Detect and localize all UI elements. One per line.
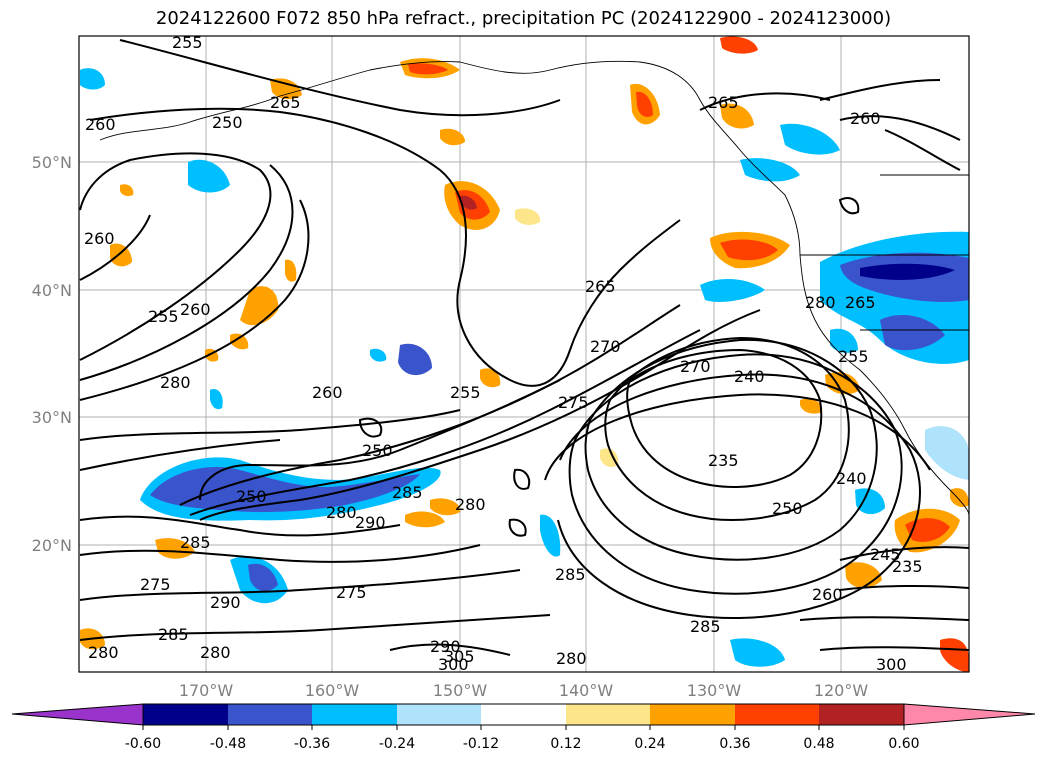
contour-label: 285 [690, 617, 721, 636]
colorbar-extend-min [11, 703, 144, 726]
colorbar-tick-label: 0.24 [634, 736, 665, 752]
contour-label: 255 [838, 347, 869, 366]
contour-label: 290 [430, 637, 461, 656]
contour-label: 250 [236, 487, 267, 506]
contour-label: 285 [555, 565, 586, 584]
contour-label: 245 [870, 545, 901, 564]
contour-label: 250 [362, 441, 393, 460]
colorbar-tick-label: -0.48 [210, 736, 246, 752]
contour-label: 250 [772, 499, 803, 518]
contour-label: 280 [455, 495, 486, 514]
latitude-labels: 50°N 40°N 30°N 20°N [32, 153, 72, 555]
precip-shading [80, 36, 969, 672]
contour-label: 280 [556, 649, 587, 668]
contour-label: 275 [140, 575, 171, 594]
negative-band-core [150, 467, 420, 513]
contour-label: 280 [805, 293, 836, 312]
contour-label: 300 [438, 655, 469, 674]
contour-label: 250 [212, 113, 243, 132]
contour-label: 260 [84, 229, 115, 248]
contour-label: 290 [210, 593, 241, 612]
contour-label: 260 [312, 383, 343, 402]
contour-label: 260 [812, 585, 843, 604]
lon-label-150w: 150°W [433, 681, 488, 700]
lat-label-30n: 30°N [32, 408, 72, 427]
colorbar-segment [481, 704, 566, 725]
contour-label: 300 [876, 655, 907, 674]
contour-label: 275 [336, 583, 367, 602]
contour-label: 270 [590, 337, 621, 356]
colorbar-segment [566, 704, 650, 725]
colorbar-segment [650, 704, 735, 725]
lon-label-120w: 120°W [814, 681, 869, 700]
contour-label: 235 [892, 557, 923, 576]
colorbar-tick-label: 0.36 [719, 736, 750, 752]
contour-label: 260 [180, 300, 211, 319]
longitude-labels: 170°W 160°W 150°W 140°W 130°W 120°W [179, 681, 869, 700]
lat-label-50n: 50°N [32, 153, 72, 172]
colorbar-tick-label: 0.12 [550, 736, 581, 752]
contour-label: 240 [836, 469, 867, 488]
contour-label: 285 [392, 483, 423, 502]
contour-label: 290 [355, 513, 386, 532]
negative-us-deep [860, 263, 955, 280]
lat-label-40n: 40°N [32, 281, 72, 300]
lon-label-160w: 160°W [305, 681, 360, 700]
colorbar-segment [228, 704, 312, 725]
colorbar-segment [819, 704, 904, 725]
lon-label-130w: 130°W [687, 681, 742, 700]
contour-label: 285 [158, 625, 189, 644]
colorbar-segment [397, 704, 481, 725]
contour-label: 280 [326, 503, 357, 522]
colorbar-tick-label: 0.48 [803, 736, 834, 752]
contour-label: 285 [180, 533, 211, 552]
colorbar-tick-label: -0.12 [463, 736, 499, 752]
lon-label-140w: 140°W [559, 681, 614, 700]
colorbar-tick-label: 0.60 [888, 736, 919, 752]
colorbar-tick-label: -0.36 [294, 736, 330, 752]
colorbar-tick-label: -0.24 [379, 736, 415, 752]
contour-label: 260 [850, 109, 881, 128]
chart-title: 2024122600 F072 850 hPa refract., precip… [155, 8, 892, 29]
colorbar-segment [143, 704, 228, 725]
contour-label: 265 [585, 277, 616, 296]
contour-label: 270 [680, 357, 711, 376]
contour-label: 265 [270, 93, 301, 112]
map-frame [78, 35, 970, 673]
contour-label: 280 [88, 643, 119, 662]
colorbar-extend-max [903, 703, 1036, 726]
colorbar-tick-label: -0.60 [125, 736, 161, 752]
contour-label: 255 [172, 33, 203, 52]
contour-label: 280 [200, 643, 231, 662]
contour-label: 255 [450, 383, 481, 402]
contour-label: 255 [148, 307, 179, 326]
contour-label: 280 [160, 373, 191, 392]
colorbar-segment [312, 704, 397, 725]
contour-label: 260 [85, 115, 116, 134]
contour-label: 305 [444, 647, 475, 666]
lat-label-20n: 20°N [32, 536, 72, 555]
contour-label: 275 [558, 393, 589, 412]
lon-label-170w: 170°W [179, 681, 234, 700]
contour-label: 240 [734, 367, 765, 386]
contour-label: 265 [708, 93, 739, 112]
graticule [79, 36, 969, 672]
contour-labels: 255 265 250 260 260 260 255 280 260 260 … [84, 33, 923, 674]
refractivity-contours [79, 39, 969, 656]
colorbar: -0.60 -0.48 -0.36 -0.24 -0.12 0.12 0.24 … [11, 703, 1036, 752]
contour-label: 265 [845, 293, 876, 312]
colorbar-segment [735, 704, 819, 725]
contour-label: 235 [708, 451, 739, 470]
